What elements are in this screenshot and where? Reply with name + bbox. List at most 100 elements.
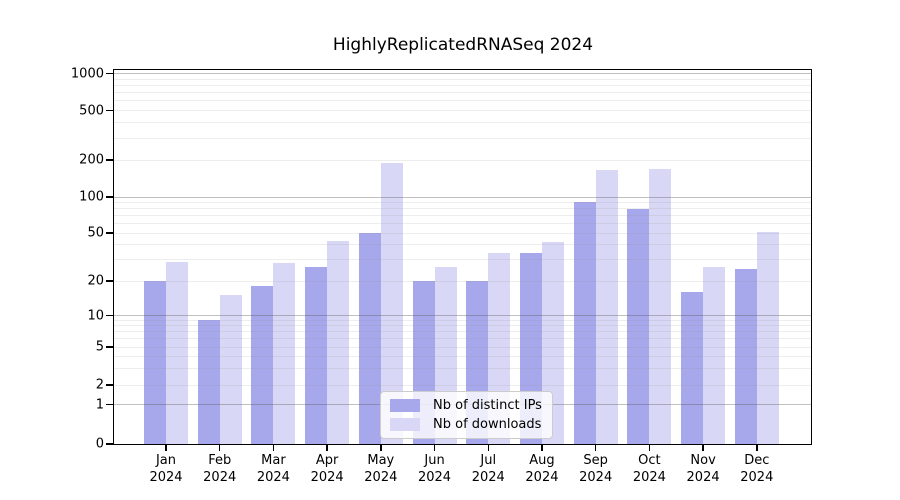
x-tick-label-oct: Oct 2024: [614, 452, 684, 486]
y-tick-label: 100: [79, 189, 104, 205]
y-tick-label: 1000: [70, 66, 104, 81]
x-tick-month: Mar: [261, 453, 286, 468]
gridline-minor: [114, 110, 811, 111]
x-tick-year: 2024: [471, 470, 505, 485]
x-tick-month: Nov: [690, 453, 716, 468]
x-tick-mark: [648, 444, 651, 451]
y-tick-label: 20: [87, 273, 104, 289]
x-tick-month: Sep: [583, 453, 608, 468]
legend-swatch-distinct-ips: [390, 399, 420, 412]
x-tick-label-jul: Jul 2024: [453, 452, 523, 486]
gridline-minor: [114, 122, 811, 124]
gridline-minor: [114, 215, 811, 217]
x-tick-year: 2024: [364, 470, 398, 485]
bar-downloads-apr: [327, 240, 350, 444]
x-tick-mark: [756, 444, 758, 451]
bar-distinct-ips-dec: [734, 269, 757, 444]
x-tick-year: 2024: [686, 470, 720, 485]
legend-swatch-downloads: [390, 418, 420, 431]
bar-distinct-ips-nov: [681, 292, 704, 444]
bar-distinct-ips-sep: [573, 202, 596, 444]
y-tick-mark: [106, 314, 114, 317]
y-tick-label: 5: [95, 339, 104, 355]
legend-item-distinct-ips: Nb of distinct IPs: [390, 398, 542, 413]
gridline-minor: [114, 259, 811, 261]
x-tick-year: 2024: [632, 470, 666, 485]
x-tick-year: 2024: [579, 470, 613, 485]
x-tick-month: Dec: [744, 453, 770, 468]
gridline-minor: [114, 208, 811, 210]
x-tick-month: Jan: [155, 453, 177, 468]
y-tick-mark: [106, 196, 114, 198]
bar-downloads-dec: [756, 231, 779, 444]
x-tick-mark: [702, 444, 704, 451]
y-tick-label: 0: [95, 436, 104, 452]
x-tick-month: Feb: [208, 453, 232, 468]
x-tick-label-mar: Mar 2024: [238, 452, 308, 486]
x-tick-label-nov: Nov 2024: [668, 452, 738, 486]
x-tick-label-apr: Apr 2024: [292, 452, 362, 486]
gridline-minor: [114, 78, 811, 80]
x-tick-mark: [433, 444, 436, 451]
bar-distinct-ips-apr: [305, 267, 328, 444]
y-tick-mark: [106, 109, 114, 112]
y-tick-mark: [106, 72, 114, 75]
gridline-minor: [114, 100, 811, 102]
x-tick-year: 2024: [310, 470, 344, 485]
bar-downloads-oct: [649, 168, 672, 444]
x-tick-month: Jun: [424, 453, 445, 468]
x-tick-mark: [380, 444, 382, 451]
x-tick-month: Apr: [315, 453, 339, 468]
bar-downloads-sep: [595, 170, 618, 444]
x-tick-mark: [487, 444, 489, 451]
x-tick-mark: [326, 444, 328, 451]
y-tick-mark: [106, 443, 114, 445]
y-tick-label: 50: [87, 225, 104, 241]
bar-downloads-mar: [273, 263, 296, 444]
x-tick-year: 2024: [417, 470, 452, 485]
y-tick-mark: [106, 159, 114, 161]
bar-distinct-ips-oct: [627, 208, 650, 444]
gridline-minor: [114, 223, 811, 225]
y-tick-label: 10: [87, 308, 104, 323]
gridline-minor: [114, 244, 811, 246]
x-tick-year: 2024: [256, 470, 290, 485]
bar-downloads-may: [380, 162, 403, 444]
gridline-minor: [114, 201, 811, 203]
x-tick-year: 2024: [525, 470, 559, 485]
y-tick-label: 1: [95, 397, 104, 412]
y-tick-label: 200: [79, 152, 104, 168]
x-tick-mark: [594, 444, 597, 451]
gridline-minor: [114, 232, 811, 234]
bar-distinct-ips-mar: [251, 286, 274, 444]
x-tick-label-jun: Jun 2024: [400, 452, 470, 486]
y-tick-mark: [106, 384, 114, 386]
x-tick-year: 2024: [740, 470, 774, 485]
x-tick-month: May: [367, 453, 395, 468]
y-tick-label: 500: [79, 103, 104, 118]
y-tick-mark: [106, 232, 114, 234]
bar-distinct-ips-jan: [144, 281, 166, 444]
gridline-minor: [114, 92, 811, 94]
x-tick-label-may: May 2024: [346, 452, 416, 486]
gridline-minor: [114, 84, 811, 86]
x-tick-label-dec: Dec 2024: [722, 452, 792, 486]
chart-title: HighlyReplicatedRNASeq 2024: [332, 35, 594, 55]
bar-downloads-feb: [219, 295, 242, 444]
x-tick-label-feb: Feb 2024: [185, 452, 255, 486]
bar-downloads-nov: [703, 267, 726, 444]
x-tick-mark: [218, 444, 221, 451]
gridline-minor: [114, 137, 811, 139]
y-tick-mark: [106, 403, 114, 406]
x-tick-mark: [165, 444, 167, 451]
legend: Nb of distinct IPs Nb of downloads: [380, 391, 553, 439]
gridline-major: [114, 73, 811, 74]
gridline-minor: [114, 159, 811, 161]
x-tick-month: Oct: [638, 453, 661, 468]
x-tick-month: Aug: [529, 453, 555, 468]
y-tick-label: 2: [95, 377, 104, 393]
x-tick-year: 2024: [203, 470, 237, 485]
x-tick-year: 2024: [149, 470, 183, 485]
x-tick-label-aug: Aug 2024: [507, 452, 577, 486]
